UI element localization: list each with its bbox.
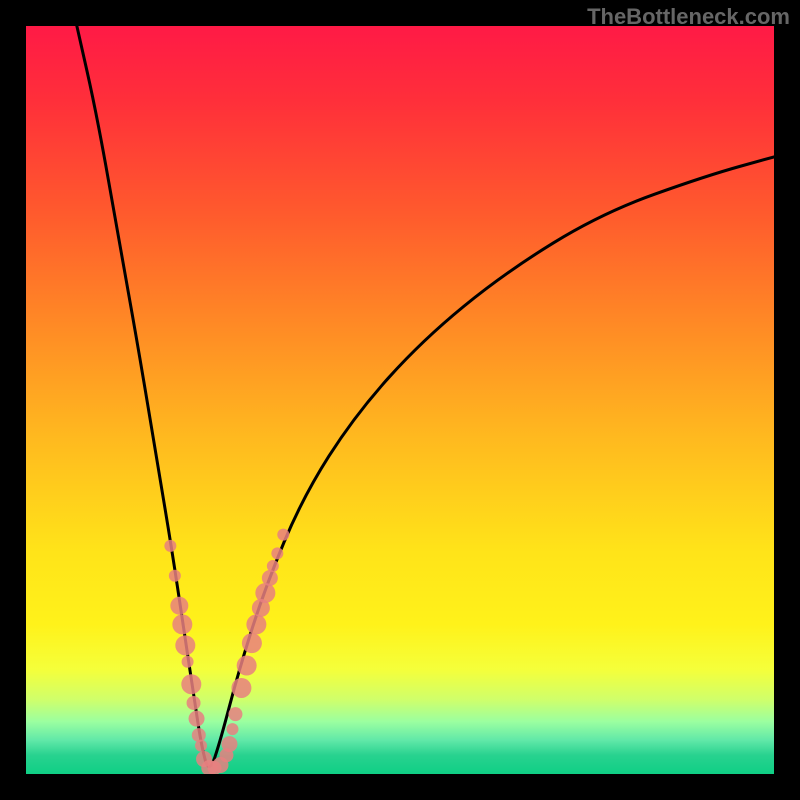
data-marker — [267, 560, 279, 572]
data-markers-group — [164, 529, 289, 774]
data-marker — [164, 540, 176, 552]
data-marker — [192, 728, 206, 742]
data-marker — [182, 656, 194, 668]
data-marker — [221, 736, 237, 752]
data-marker — [189, 711, 205, 727]
watermark-text: TheBottleneck.com — [587, 4, 790, 30]
bottleneck-curve — [77, 26, 774, 767]
data-marker — [237, 656, 257, 676]
plot-area — [26, 26, 774, 774]
data-marker — [169, 570, 181, 582]
data-marker — [231, 678, 251, 698]
data-marker — [246, 614, 266, 634]
data-marker — [242, 633, 262, 653]
chart-canvas: TheBottleneck.com — [0, 0, 800, 800]
data-marker — [187, 696, 201, 710]
plot-svg — [26, 26, 774, 774]
data-marker — [181, 674, 201, 694]
data-marker — [255, 583, 275, 603]
data-marker — [277, 529, 289, 541]
data-marker — [226, 723, 238, 735]
data-marker — [228, 707, 242, 721]
data-marker — [175, 635, 195, 655]
data-marker — [172, 614, 192, 634]
data-marker — [262, 570, 278, 586]
data-marker — [170, 597, 188, 615]
data-marker — [195, 740, 207, 752]
data-marker — [271, 547, 283, 559]
